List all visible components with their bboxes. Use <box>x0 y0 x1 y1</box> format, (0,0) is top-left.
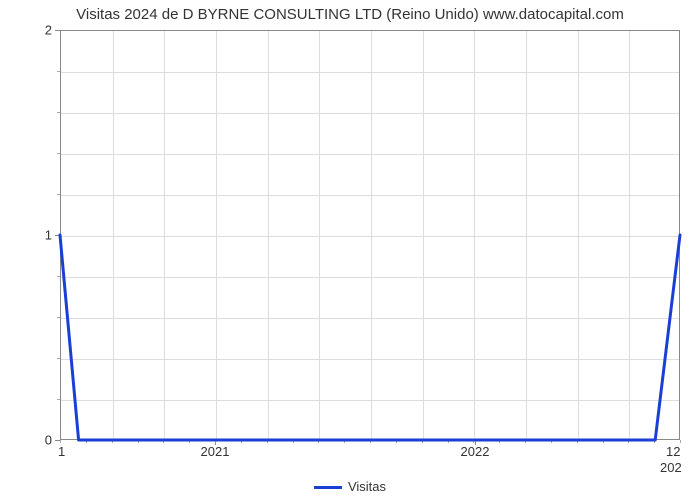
y-tick-1: 1 <box>45 228 52 243</box>
x-major-2021: 2021 <box>201 444 230 459</box>
legend-swatch <box>314 486 342 489</box>
y-tick-2: 2 <box>45 23 52 38</box>
x-minor-tick <box>680 440 681 443</box>
x-minor-tick <box>60 440 61 443</box>
legend-label: Visitas <box>348 479 386 494</box>
y-tick-0: 0 <box>45 433 52 448</box>
x-start-label: 1 <box>58 444 65 459</box>
x-end-label-12: 12 <box>666 444 680 459</box>
x-end-label-202: 202 <box>660 460 682 475</box>
data-series-line <box>60 30 680 440</box>
chart-container: Visitas 2024 de D BYRNE CONSULTING LTD (… <box>0 0 700 500</box>
legend: Visitas <box>0 479 700 494</box>
chart-title: Visitas 2024 de D BYRNE CONSULTING LTD (… <box>0 6 700 23</box>
x-major-2022: 2022 <box>461 444 490 459</box>
